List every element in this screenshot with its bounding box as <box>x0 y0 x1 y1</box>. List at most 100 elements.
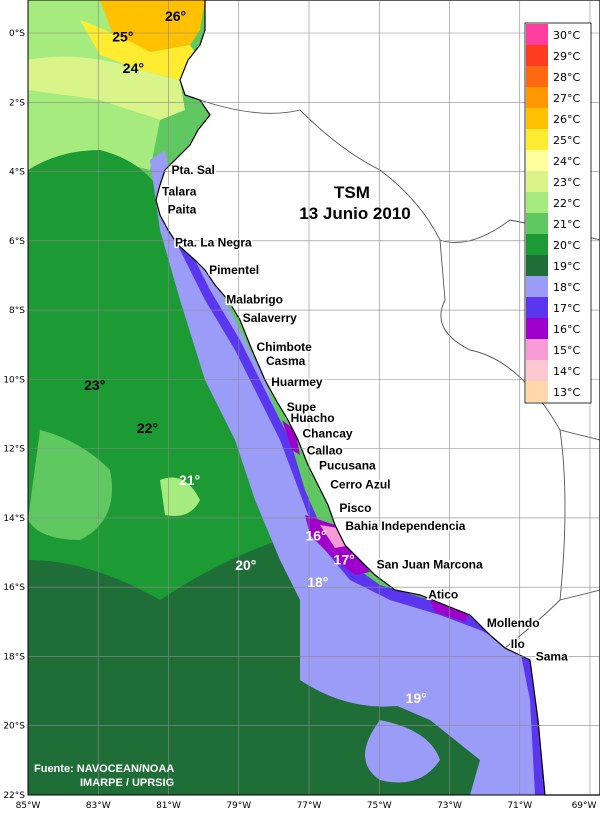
legend-swatch <box>526 297 548 318</box>
legend-label: 29°C <box>553 50 580 63</box>
longitude-tick: 81°W <box>156 801 181 811</box>
place-label: Chancay <box>303 427 353 441</box>
isotherm-label: 16° <box>305 527 326 543</box>
latitude-tick: 6°S <box>9 237 25 247</box>
isotherm-label: 19° <box>406 690 427 706</box>
place-label: Salaverry <box>243 311 297 325</box>
legend-swatch <box>526 276 548 297</box>
isotherm-label: 22° <box>137 420 158 436</box>
place-label: Bahia Independencia <box>345 519 465 533</box>
place-label: Pucusana <box>319 458 376 472</box>
legend-swatch <box>526 66 548 87</box>
place-label: Paita <box>168 202 197 216</box>
land <box>155 0 600 796</box>
longitude-tick-labels: 85°W 83°W 81°W 79°W 77°W 75°W 73°W 71°W 69°W <box>16 801 597 811</box>
temperature-legend: 30°C 29°C 28°C 27°C 26°C 25°C 24°C 23°C 22°C 21°C… <box>524 22 592 404</box>
place-labels: Pta. Sal Talara Paita Pta. La Negra Pimentel… <box>161 161 570 665</box>
legend-swatch <box>526 150 548 171</box>
longitude-tick: 69°W <box>572 801 597 811</box>
isotherm-label: 21° <box>179 472 200 488</box>
latitude-tick: 20°S <box>3 722 25 732</box>
legend-label: 18°C <box>553 281 580 294</box>
legend-label: 20°C <box>553 239 580 252</box>
map-date: 13 Junio 2010 <box>299 204 411 223</box>
place-label: Talara <box>162 185 197 199</box>
place-label: Malabrigo <box>226 293 283 307</box>
latitude-tick: 8°S <box>9 306 25 316</box>
legend-label: 19°C <box>553 260 580 273</box>
isotherm-label: 24° <box>123 60 144 76</box>
isotherm-label: 18° <box>307 574 328 590</box>
place-label: Callao <box>307 444 343 458</box>
legend-swatch <box>526 171 548 192</box>
source-line-1: Fuente: NAVOCEAN/NOAA <box>34 763 174 775</box>
legend-swatch <box>526 234 548 255</box>
isotherm-label: 17° <box>334 552 355 568</box>
latitude-tick: 0°S <box>9 29 25 39</box>
legend-swatch <box>526 129 548 150</box>
longitude-tick: 75°W <box>367 801 392 811</box>
legend-label: 22°C <box>553 197 580 210</box>
legend-swatch <box>526 45 548 66</box>
isotherm-label: 26° <box>165 8 186 24</box>
longitude-tick: 71°W <box>507 801 532 811</box>
place-label: Chimbote <box>257 340 313 354</box>
legend-label: 30°C <box>553 29 580 42</box>
legend-swatch <box>526 24 548 45</box>
longitude-tick: 73°W <box>437 801 462 811</box>
map-title: TSM <box>334 183 370 202</box>
place-label: Pisco <box>339 501 371 515</box>
place-label: San Juan Marcona <box>377 558 483 572</box>
map-frame <box>27 0 600 796</box>
legend-swatch <box>526 108 548 129</box>
isotherm-label: 23° <box>84 377 105 393</box>
isotherm-label: 20° <box>235 557 256 573</box>
place-label: Pta. La Negra <box>175 236 252 250</box>
latitude-tick-labels: 0°S 2°S 4°S 6°S 8°S 10°S 12°S 14°S 16°S 18°S 20°S 2… <box>3 29 25 801</box>
legend-label: 15°C <box>553 344 580 357</box>
isotherm-label: 25° <box>112 29 133 45</box>
legend-label: 23°C <box>553 176 580 189</box>
legend-label: 16°C <box>553 323 580 336</box>
legend-label: 24°C <box>553 155 580 168</box>
place-label: Pta. Sal <box>172 163 215 177</box>
legend-swatch <box>526 381 548 402</box>
legend-label: 25°C <box>553 134 580 147</box>
longitude-tick: 79°W <box>226 801 251 811</box>
place-label: Supe <box>287 400 317 414</box>
isotherm-labels: 26° 25° 24° 23° 22° 21° 20° 19° 18° 17° 16° <box>84 8 427 706</box>
latitude-tick: 22°S <box>3 791 25 801</box>
latitude-tick: 14°S <box>3 514 25 524</box>
legend-swatch <box>526 339 548 360</box>
place-label: Casma <box>266 354 306 368</box>
longitude-tick: 85°W <box>16 801 41 811</box>
place-label: Sama <box>536 649 568 663</box>
legend-swatch <box>526 255 548 276</box>
legend-label: 21°C <box>553 218 580 231</box>
place-label: Huarmey <box>271 375 323 389</box>
legend-label: 14°C <box>553 365 580 378</box>
place-label: Mollendo <box>487 616 540 630</box>
legend-swatch <box>526 360 548 381</box>
legend-label: 26°C <box>553 113 580 126</box>
latitude-tick: 10°S <box>3 375 25 385</box>
longitude-tick: 83°W <box>86 801 111 811</box>
legend-swatch <box>526 213 548 234</box>
latitude-tick: 16°S <box>3 583 25 593</box>
place-label: Huacho <box>291 411 335 425</box>
legend-swatch <box>526 192 548 213</box>
legend-label: 17°C <box>553 302 580 315</box>
legend-swatch <box>526 87 548 108</box>
legend-swatch <box>526 318 548 339</box>
place-label: Atico <box>428 587 458 601</box>
place-label: Pimentel <box>209 263 259 277</box>
place-label: Ilo <box>511 637 525 651</box>
longitude-tick: 77°W <box>297 801 322 811</box>
place-label: Cerro Azul <box>330 477 390 491</box>
latitude-tick: 4°S <box>9 168 25 178</box>
source-line-2: IMARPE / UPRSIG <box>80 777 174 789</box>
latitude-tick: 2°S <box>9 98 25 108</box>
legend-label: 13°C <box>553 386 580 399</box>
latitude-tick: 18°S <box>3 652 25 662</box>
